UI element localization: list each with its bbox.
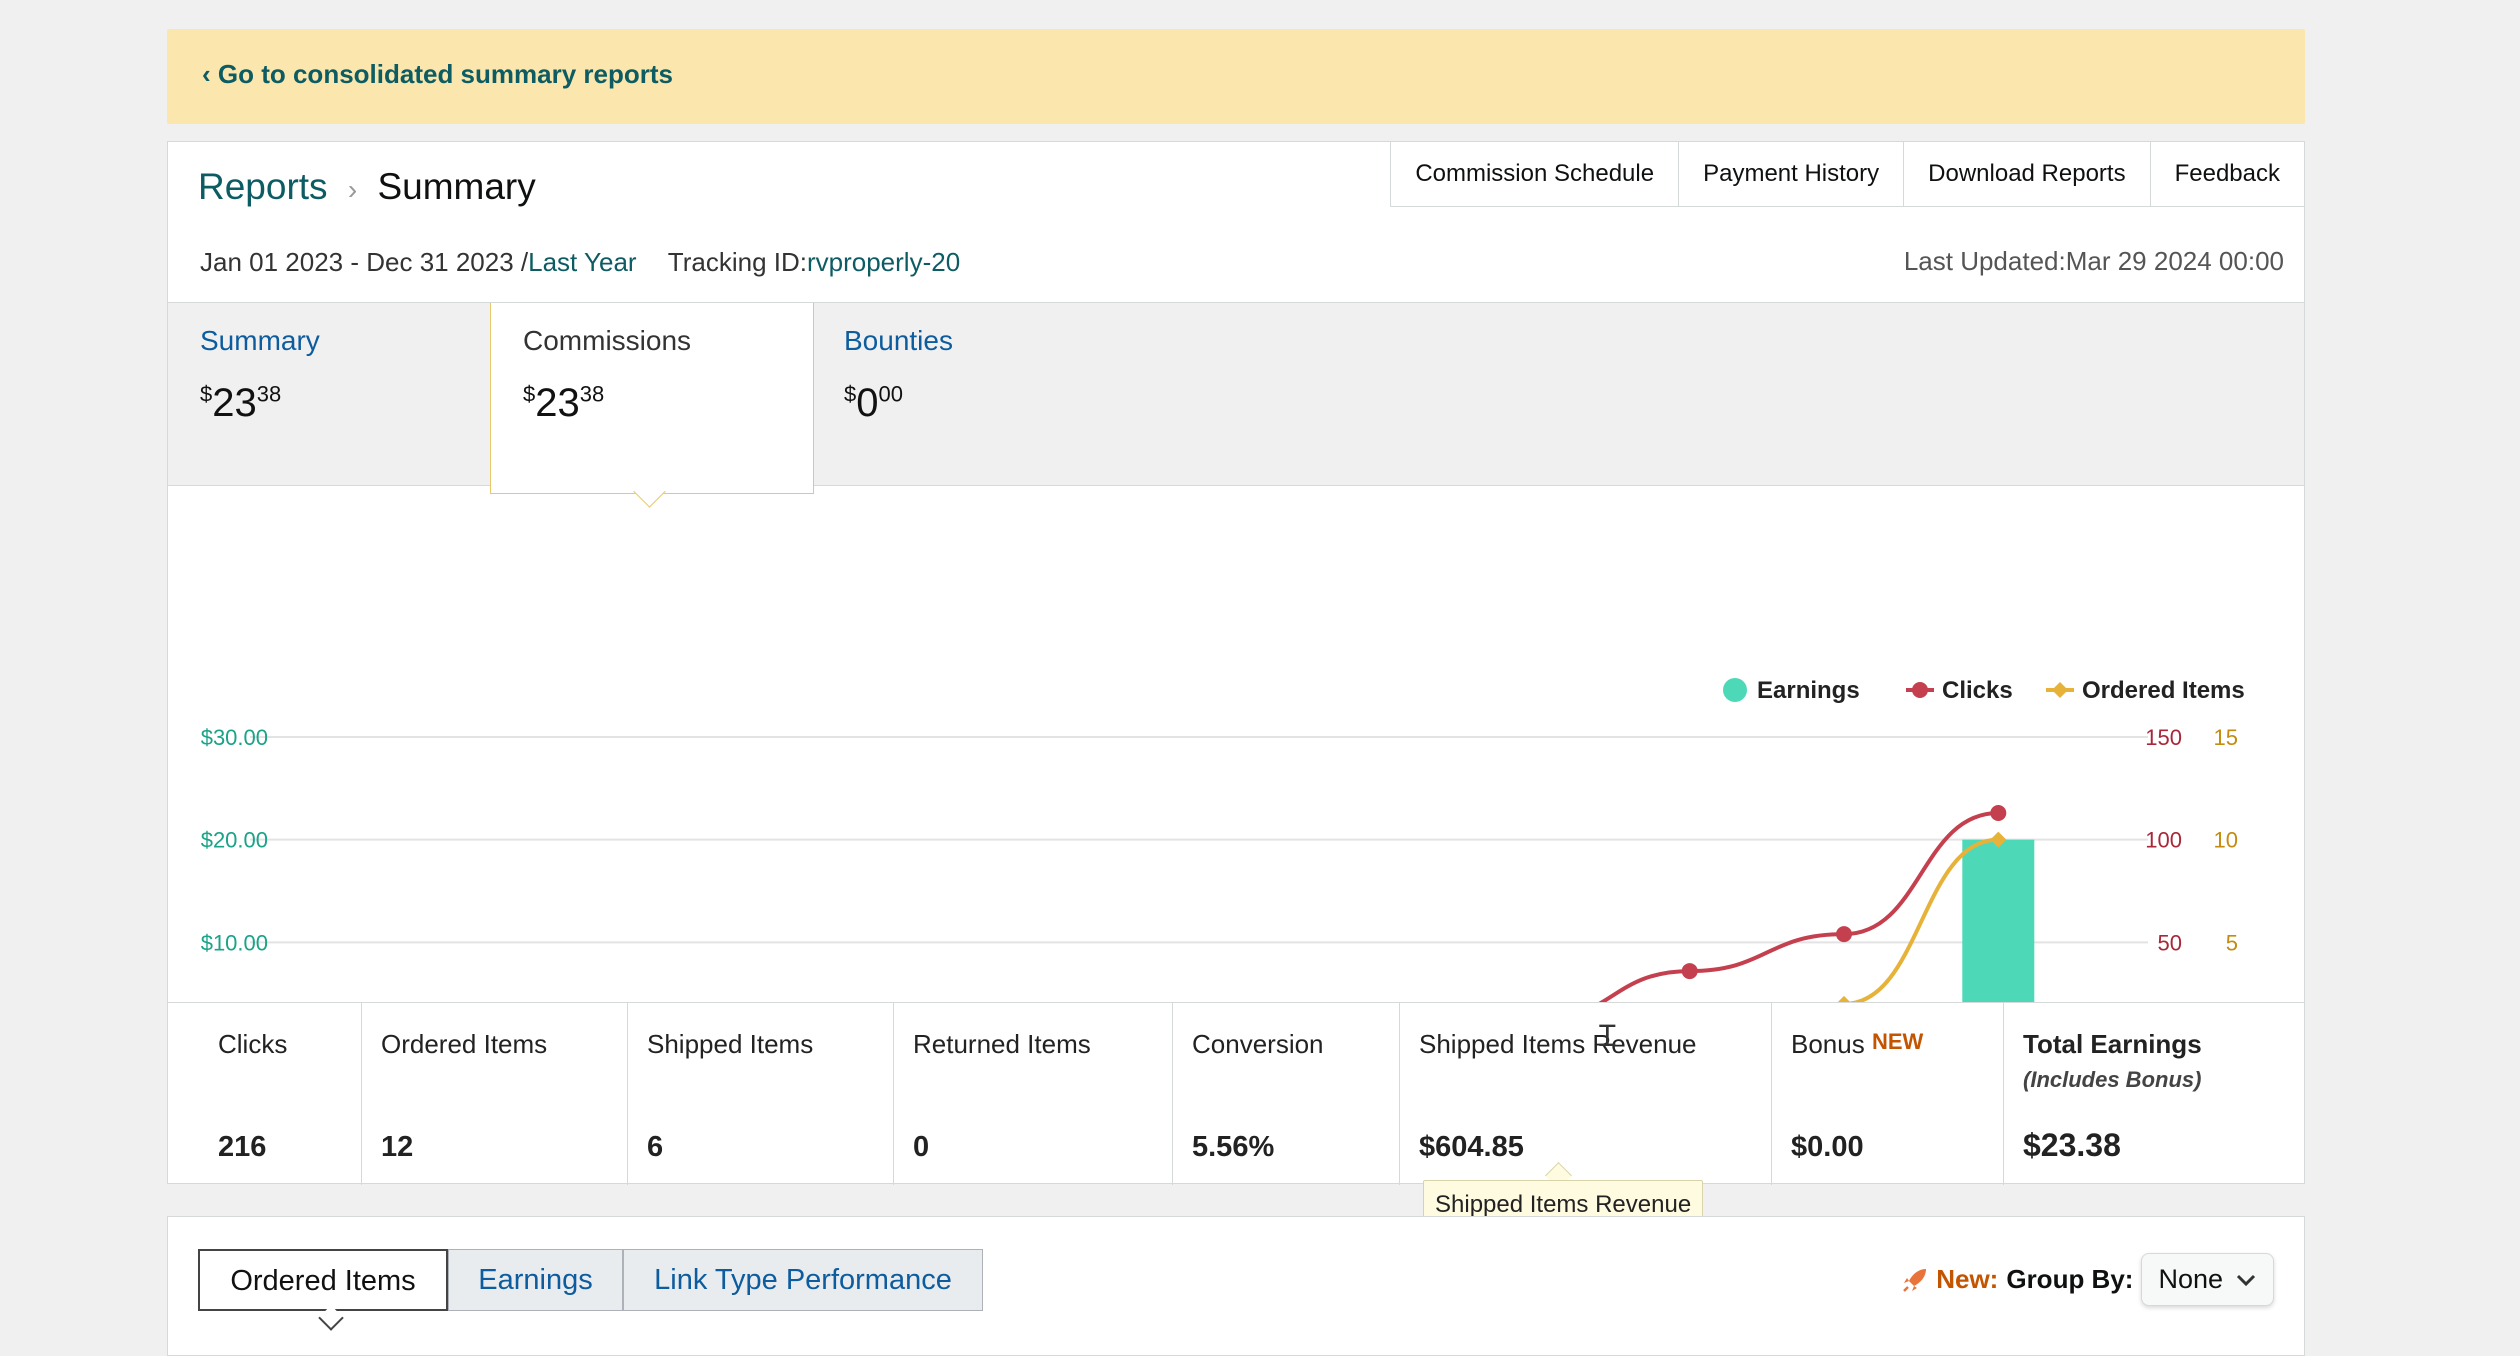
tab-link-type-performance[interactable]: Link Type Performance [623,1249,983,1311]
tab-earnings[interactable]: Earnings [448,1249,623,1311]
left-axis-tick: $10.00 [201,930,268,955]
clicks-point [1836,926,1852,943]
stat-label: Conversion [1192,1029,1324,1059]
clicks-point [1990,804,2007,821]
stat-shipped-revenue: Shipped Items Revenue $604.85 [1399,1003,1772,1185]
summary-card: Reports › Summary Commission Schedule Pa… [167,141,2305,1185]
right-axis-clicks-tick: 100 [2145,828,2182,853]
consolidated-reports-banner: ‹ Go to consolidated summary reports [167,29,2305,124]
stat-value: 5.56% [1192,1131,1275,1163]
text-cursor-icon: Ɪ [1599,1020,1616,1053]
right-axis-clicks-tick: 50 [2158,930,2182,955]
stat-shipped-items: Shipped Items 6 [627,1003,894,1185]
stat-label: Shipped Items [647,1029,814,1059]
tab-bounties[interactable]: Bounties $000 [812,303,1134,485]
new-badge: NEW [1871,1029,1924,1054]
left-axis-tick: $30.00 [201,725,268,750]
right-axis-ordered-tick: 15 [2214,725,2238,750]
last-updated: Last Updated:Mar 29 2024 00:00 [1903,246,2284,276]
stat-label: Shipped Items Revenue [1419,1029,1697,1059]
legend-label: Earnings [1757,677,1860,704]
earnings-bars [1962,839,2035,1002]
date-range-row: Jan 01 2023 - Dec 31 2023 /Last Year Tra… [200,247,960,278]
chart-legend: Earnings Clicks Ordered Items [1723,677,2245,704]
chart-ticks: Jan 2023Feb 2023Mar 2023Apr 2023May 2023… [201,725,2238,955]
stat-value: 6 [647,1131,664,1163]
ordered-items-point [1837,995,1851,1002]
breadcrumb: Reports › Summary [198,166,536,208]
new-label: New: [1936,1264,1999,1294]
date-preset-link[interactable]: Last Year [528,247,637,277]
ordered-items-point [1990,831,2007,848]
tab-summary-amount: $2338 [200,381,282,425]
stat-label: Clicks [218,1029,288,1059]
rocket-icon [1903,1268,1927,1292]
stat-label: Bonus NEW [1791,1029,1924,1059]
stat-ordered-items: Ordered Items 12 [361,1003,628,1185]
group-by-control: New: Group By: None [1900,1253,2274,1306]
stat-value: 216 [218,1131,267,1163]
detail-card: Ordered Items Earnings Link Type Perform… [167,1216,2305,1356]
commission-schedule-button[interactable]: Commission Schedule [1391,142,1680,206]
tracking-label: Tracking ID: [667,247,807,277]
tab-bounties-title: Bounties [844,325,953,356]
legend-label: Clicks [1942,677,2013,704]
group-by-select[interactable]: None [2141,1253,2274,1306]
payment-history-button[interactable]: Payment History [1679,142,1905,206]
stat-bonus: Bonus NEW $0.00 [1771,1003,2004,1185]
download-reports-button[interactable]: Download Reports [1904,142,2151,206]
legend-clicks-swatch [1912,682,1928,698]
summary-tabs: Summary $2338 Commissions $2338 Bounties… [168,302,2304,494]
group-by-label: Group By: [2006,1264,2134,1294]
right-axis-ordered-tick: 10 [2214,828,2238,853]
tab-summary-title: Summary [200,325,320,356]
clicks-point [1681,963,1698,980]
consolidated-reports-link[interactable]: ‹ Go to consolidated summary reports [202,59,673,89]
ordered-items-line [1842,837,1999,1002]
report-nav: Commission Schedule Payment History Down… [1390,142,2304,207]
breadcrumb-separator-icon: › [347,174,358,205]
legend-label: Ordered Items [2082,677,2245,704]
stat-clicks: Clicks 216 [168,1003,362,1185]
stats-row: Clicks 216 Ordered Items 12 Shipped Item… [168,1002,2304,1185]
stat-label: Returned Items [913,1029,1091,1059]
stat-conversion: Conversion 5.56% [1172,1003,1400,1185]
stat-value: 12 [381,1131,414,1163]
stat-value: $23.38 [2023,1127,2121,1163]
legend-earnings-swatch [1723,678,1747,702]
stat-sublabel: (Includes Bonus) [2023,1067,2202,1092]
group-by-value: None [2158,1264,2223,1294]
breadcrumb-reports-link[interactable]: Reports [198,166,328,207]
stat-value: $604.85 [1419,1131,1524,1163]
stat-label: Ordered Items [381,1029,548,1059]
page-title: Summary [377,166,536,207]
stat-value: 0 [913,1131,930,1163]
chart-gridlines [250,736,2148,944]
tab-commissions[interactable]: Commissions $2338 [490,303,814,494]
stat-returned-items: Returned Items 0 [893,1003,1173,1185]
legend-ordered-swatch [2052,682,2068,698]
chart-lines [1598,804,2007,1002]
clicks-line [1598,810,1999,1002]
stat-total-earnings: Total Earnings (Includes Bonus) $23.38 [2003,1003,2304,1185]
left-axis-tick: $20.00 [201,828,268,853]
right-axis-ordered-tick: 5 [2226,930,2238,955]
tab-commissions-amount: $2338 [523,381,605,425]
stat-value: $0.00 [1791,1131,1864,1163]
right-axis-clicks-tick: 150 [2145,725,2182,750]
earnings-chart: Jan 2023Feb 2023Mar 2023Apr 2023May 2023… [201,677,2245,1002]
tracking-id-link[interactable]: rvproperly-20 [806,247,961,277]
tab-ordered-items[interactable]: Ordered Items [198,1249,448,1311]
chevron-down-icon [2236,1274,2256,1286]
feedback-button[interactable]: Feedback [2150,142,2304,206]
stat-label: Total Earnings [2023,1029,2202,1059]
date-range: Jan 01 2023 - Dec 31 2023 / [200,247,529,277]
tab-bounties-amount: $000 [844,381,903,425]
tab-commissions-title: Commissions [523,325,692,356]
earnings-bar [1962,839,2035,1002]
tab-summary[interactable]: Summary $2338 [168,303,490,485]
